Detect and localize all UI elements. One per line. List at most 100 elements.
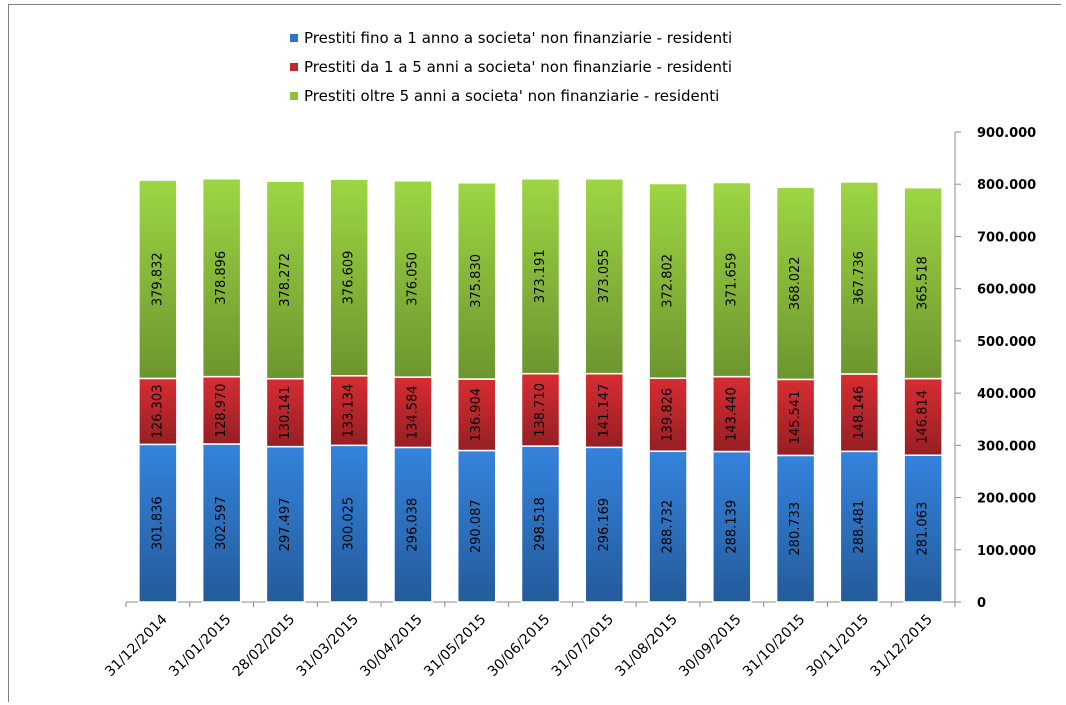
- data-label: 376.050: [405, 252, 420, 306]
- bar-segment: [712, 375, 752, 453]
- bar-segment: [329, 178, 369, 377]
- data-label: 290.087: [469, 499, 484, 553]
- bar-segment: [839, 373, 880, 453]
- bar-segment: [903, 454, 943, 603]
- category-label: 31/08/2015: [612, 612, 680, 680]
- data-label: 375.830: [469, 254, 484, 308]
- legend-swatch-3: [290, 92, 298, 100]
- bar-segment: [520, 445, 561, 603]
- data-label: 296.169: [597, 498, 612, 552]
- data-label: 302.597: [214, 496, 229, 550]
- data-label: 126.303: [150, 385, 165, 439]
- bar-segment: [584, 178, 625, 375]
- data-label: 133.134: [342, 384, 357, 438]
- category-label: 30/09/2015: [676, 612, 744, 680]
- bar-segment: [712, 450, 752, 603]
- bar-segment: [775, 454, 816, 603]
- data-label: 371.659: [724, 253, 739, 307]
- y-tick-label: 400.000: [977, 387, 1036, 402]
- data-label: 288.481: [852, 500, 867, 554]
- data-label: 297.497: [278, 497, 293, 551]
- y-tick-label: 600.000: [977, 283, 1036, 298]
- data-label: 145.541: [788, 391, 803, 445]
- bar-segment: [903, 377, 943, 456]
- data-label: 300.025: [342, 497, 357, 551]
- bar-segment: [201, 443, 242, 603]
- data-label: 288.732: [661, 500, 676, 554]
- category-label: 31/01/2015: [166, 612, 234, 680]
- data-label: 136.904: [469, 388, 484, 442]
- bar-segment: [201, 375, 242, 445]
- y-tick-label: 800.000: [977, 178, 1036, 193]
- bar-segment: [520, 372, 561, 447]
- bar-segment: [265, 445, 306, 603]
- legend-label-3: Prestiti oltre 5 anni a societa' non fin…: [304, 87, 719, 105]
- legend: Prestiti fino a 1 anno a societa' non fi…: [290, 29, 732, 105]
- data-label: 373.191: [533, 249, 548, 303]
- legend-label-2: Prestiti da 1 a 5 anni a societa' non fi…: [304, 58, 732, 76]
- data-label: 298.518: [533, 497, 548, 551]
- data-label: 379.832: [150, 252, 165, 306]
- legend-swatch-2: [290, 63, 298, 71]
- data-label: 134.584: [405, 385, 420, 439]
- bar-segment: [265, 377, 306, 448]
- data-label: 296.038: [405, 498, 420, 552]
- data-label: 368.022: [788, 256, 803, 310]
- bar-segment: [839, 181, 880, 375]
- bar-segment: [265, 180, 306, 380]
- y-tick-label: 300.000: [977, 439, 1036, 454]
- data-label: 378.896: [214, 251, 229, 305]
- data-label: 138.710: [533, 383, 548, 437]
- data-label: 130.141: [278, 386, 293, 440]
- bar-segment: [138, 179, 178, 380]
- legend-swatch-1: [290, 34, 298, 42]
- data-label: 288.139: [724, 500, 739, 554]
- data-label: 128.970: [214, 383, 229, 437]
- category-label: 30/06/2015: [485, 612, 553, 680]
- data-label: 373.055: [597, 249, 612, 303]
- category-label: 30/04/2015: [357, 612, 425, 680]
- y-tick-label: 700.000: [977, 230, 1036, 245]
- category-label: 31/07/2015: [549, 612, 617, 680]
- bar-segment: [775, 186, 816, 381]
- data-label: 143.440: [724, 387, 739, 441]
- data-label: 141.147: [597, 384, 612, 438]
- data-label: 376.609: [342, 251, 357, 305]
- data-label: 139.826: [661, 388, 676, 442]
- bar-segment: [201, 178, 242, 378]
- bar-segment: [393, 179, 433, 378]
- bar-segment: [456, 449, 497, 603]
- data-label: 367.736: [852, 251, 867, 305]
- y-tick-label: 200.000: [977, 492, 1036, 507]
- bar-segment: [775, 378, 816, 457]
- bar-segment: [393, 446, 433, 603]
- bar-segment: [712, 181, 752, 378]
- category-label: 31/12/2014: [102, 611, 170, 679]
- data-label: 365.518: [916, 256, 931, 310]
- data-label: 372.802: [661, 254, 676, 308]
- category-label: 28/02/2015: [230, 612, 298, 680]
- category-label: 31/05/2015: [421, 612, 489, 680]
- data-label: 148.146: [852, 386, 867, 440]
- category-label: 31/10/2015: [740, 612, 808, 680]
- y-tick-label: 100.000: [977, 544, 1036, 559]
- bar-segment: [839, 450, 880, 603]
- bar-segment: [456, 181, 497, 380]
- category-label: 31/03/2015: [294, 612, 362, 680]
- bar-segment: [584, 446, 625, 603]
- y-tick-label: 500.000: [977, 335, 1036, 350]
- category-label: 31/12/2015: [868, 612, 936, 680]
- legend-label-1: Prestiti fino a 1 anno a societa' non fi…: [304, 29, 732, 47]
- bar-segment: [520, 178, 561, 375]
- y-tick-label: 900.000: [977, 126, 1036, 141]
- bar-segment: [903, 186, 943, 380]
- bar-segment: [648, 182, 688, 379]
- data-label: 378.272: [278, 253, 293, 307]
- y-tick-label: 0: [977, 596, 986, 611]
- data-label: 146.814: [916, 390, 931, 444]
- bar-segment: [584, 372, 625, 449]
- data-label: 281.063: [916, 502, 931, 556]
- data-label: 301.836: [150, 496, 165, 550]
- data-label: 280.733: [788, 502, 803, 556]
